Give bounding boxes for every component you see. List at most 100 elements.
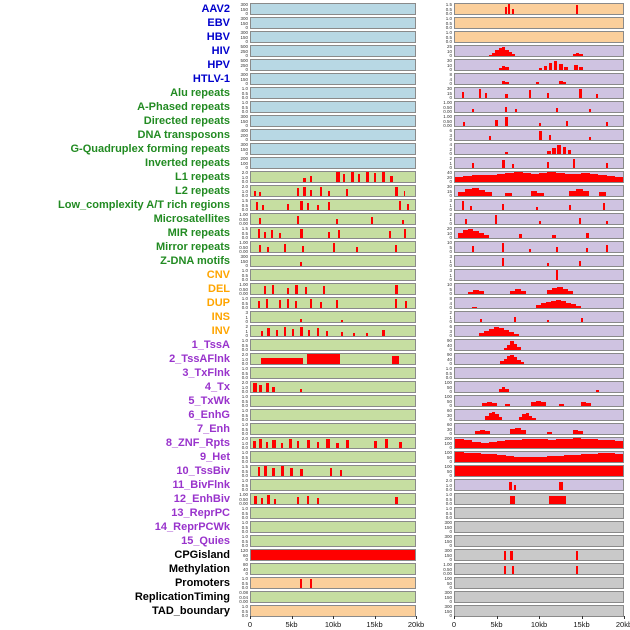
data-bar (606, 453, 616, 462)
data-bar (539, 131, 542, 140)
data-bar (549, 135, 552, 140)
data-bar (560, 301, 566, 308)
data-bar (502, 204, 505, 210)
data-bar (575, 4, 578, 14)
data-bar (475, 431, 481, 434)
y-axis-right: 300 150 0 (437, 590, 452, 603)
y-tick-label: 1.0 (241, 440, 248, 446)
y-tick-label: 150 (240, 118, 248, 124)
track-row: A-Phased repeats 1.0 0.5 0.0 1.00 0.50 0.00 (0, 100, 630, 114)
track-panel-right (454, 479, 624, 491)
track-label: 7_Enh (196, 423, 230, 435)
y-axis-right: 1.0 0.5 0.0 (437, 366, 452, 379)
y-tick-label: 1.5 (241, 226, 248, 231)
track-panel-right (454, 297, 624, 309)
track-row: EBV 300 150 0 1.0 0.5 0.0 (0, 16, 630, 30)
data-bar (478, 233, 484, 238)
data-bar (552, 287, 558, 294)
y-tick-label: 25 (446, 44, 452, 49)
data-bar (392, 355, 399, 364)
y-tick-label: 0.50 (239, 286, 248, 292)
data-bar (390, 176, 393, 182)
y-tick-label: 1.0 (241, 506, 248, 511)
data-bar (264, 466, 268, 476)
y-axis-left: 2.0 1.0 0.0 (233, 380, 248, 393)
data-bar (272, 387, 275, 392)
data-bar (589, 173, 599, 182)
track-row: 10_TssBiv 1.5 0.5 0.0 100 50 0 (0, 464, 630, 478)
track-row: ReplicationTiming 0.08 0.04 0.00 300 150 0 (0, 590, 630, 604)
y-axis-left: 300 150 0 (233, 2, 248, 15)
data-bar (388, 231, 391, 238)
data-bar (579, 54, 583, 56)
y-axis-right: 1.0 0.5 0.0 (437, 506, 452, 519)
track-label: ReplicationTiming (134, 591, 230, 603)
data-bar (471, 453, 481, 462)
data-bar (540, 402, 546, 406)
y-tick-label: 50 (446, 580, 452, 586)
data-bar (557, 144, 561, 154)
data-bar (507, 356, 511, 364)
track-panel-left (250, 549, 416, 561)
data-bar (517, 359, 521, 364)
data-bar (504, 7, 507, 14)
y-tick-label: 0.0 (445, 487, 452, 492)
track-row: AAV2 300 150 0 1.5 0.5 0.0 (0, 2, 630, 16)
track-panel-left (250, 591, 416, 603)
data-bar (382, 330, 385, 336)
data-bar (319, 302, 322, 308)
y-tick-label: 2.0 (241, 380, 248, 385)
y-tick-label: 1.0 (445, 492, 452, 497)
data-bar (498, 417, 503, 420)
data-bar (498, 67, 503, 70)
y-tick-label: 10 (446, 282, 452, 287)
x-tick-label: 0 (247, 620, 253, 629)
y-tick-label: 40 (446, 356, 452, 362)
data-bar (300, 578, 303, 588)
data-bar (486, 401, 492, 406)
x-tick-label: 15kb (366, 620, 383, 629)
data-bar (597, 175, 607, 182)
track-row: INV 2 1 0 6 3 0 (0, 324, 630, 338)
data-bar (463, 122, 466, 126)
y-tick-label: 1.0 (241, 174, 248, 180)
y-tick-label: 0.0 (241, 179, 248, 184)
track-panel-right (454, 227, 624, 239)
track-panel-right (454, 87, 624, 99)
data-bar (301, 246, 304, 252)
data-bar (505, 193, 513, 196)
data-bar (498, 47, 503, 56)
y-tick-label: 0.0 (241, 305, 248, 310)
y-tick-label: 3 (449, 268, 452, 273)
data-bar (280, 466, 284, 476)
data-bar (488, 328, 494, 336)
data-bar (341, 319, 344, 322)
data-bar (562, 147, 566, 154)
y-tick-label: 300 (240, 254, 248, 259)
data-bar (508, 52, 513, 56)
data-bar (540, 303, 546, 308)
data-bar (602, 202, 605, 210)
data-bar (606, 220, 609, 224)
data-bar (252, 441, 256, 448)
data-bar (525, 413, 529, 420)
data-bar (572, 54, 576, 56)
track-panel-left (250, 73, 416, 85)
data-bar (316, 205, 319, 210)
y-axis-left: 1.0 0.5 0.0 (233, 100, 248, 113)
data-bar (513, 439, 523, 448)
y-tick-label: 0.0 (241, 529, 248, 534)
y-tick-label: 0.0 (241, 207, 248, 212)
track-panel-left (250, 129, 416, 141)
y-axis-left: 300 150 0 (233, 72, 248, 85)
y-tick-label: 0.00 (239, 291, 248, 296)
y-tick-label: 0.5 (241, 300, 248, 306)
track-panel-right (454, 395, 624, 407)
data-bar (280, 443, 283, 448)
data-bar (549, 63, 553, 70)
y-tick-label: 0.5 (241, 342, 248, 348)
y-tick-label: 1.5 (241, 464, 248, 469)
data-bar (530, 191, 538, 196)
data-bar (495, 50, 499, 56)
